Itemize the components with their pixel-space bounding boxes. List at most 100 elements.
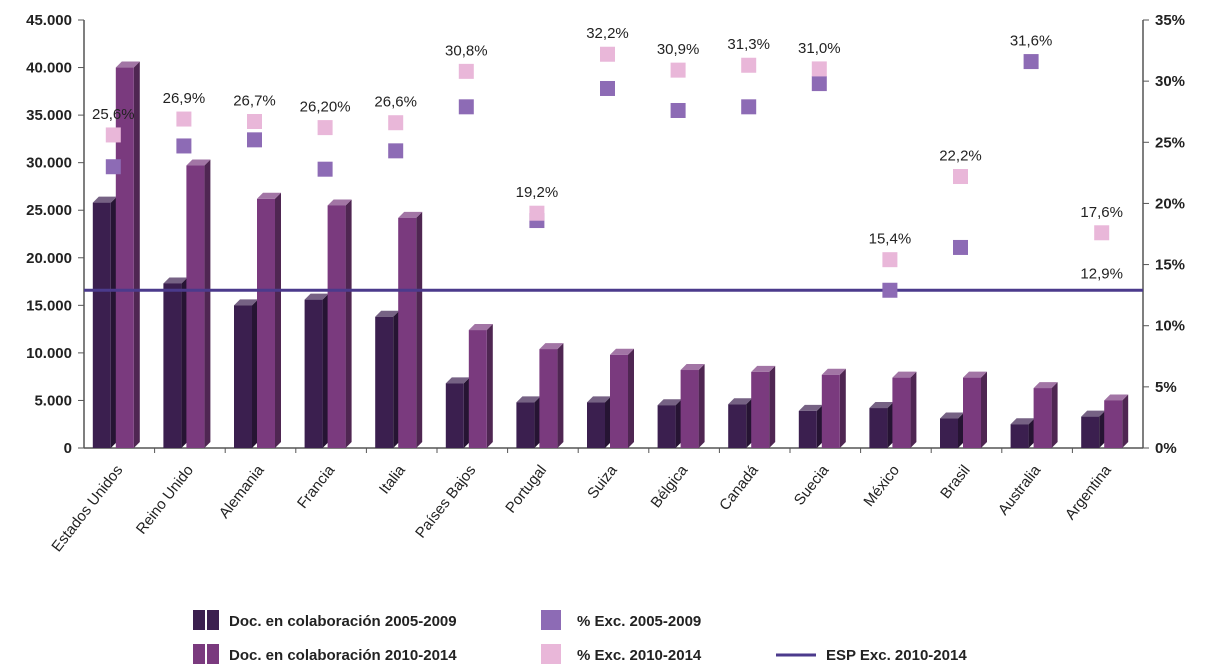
bar-2005-2009 <box>163 283 182 448</box>
bar-2010-2014 <box>680 370 699 448</box>
bar-2005-2009-top <box>728 398 753 405</box>
bar-2010-2014-top <box>398 211 423 218</box>
left-tick-label: 5.000 <box>34 392 72 409</box>
bar-2010-2014-top <box>539 343 564 350</box>
bar-2010-2014 <box>892 377 911 448</box>
bar-2010-2014-side <box>910 371 917 448</box>
bar-2005-2009-side <box>463 377 470 448</box>
legend-doc-en-colaboraci-n-2005-2009-swatch-b <box>207 610 219 630</box>
data-label-exc-2010-2014: 26,20% <box>300 99 351 116</box>
bar-2010-2014-side <box>981 371 987 448</box>
bar-2010-2014-top <box>892 371 917 378</box>
bar-2010-2014-side <box>204 159 211 448</box>
marker-exc-2010-2014 <box>600 46 615 62</box>
bar-2005-2009-side <box>393 310 400 448</box>
legend-exc-2010-2014-swatch <box>541 644 561 664</box>
bar-2005-2009 <box>445 383 464 448</box>
bar-2010-2014 <box>257 198 275 448</box>
marker-exc-2005-2009 <box>600 80 615 96</box>
left-tick-label: 45.000 <box>26 12 72 29</box>
marker-exc-2005-2009 <box>247 132 262 148</box>
right-tick-label: 10% <box>1155 318 1185 335</box>
bar-2005-2009-side <box>816 404 823 448</box>
marker-exc-2005-2009 <box>1023 54 1039 70</box>
bar-2010-2014-top <box>115 61 140 68</box>
data-label-exc-2010-2014: 17,6% <box>1080 204 1123 221</box>
category-label: Brasil <box>937 462 973 502</box>
right-tick-label: 15% <box>1155 257 1185 274</box>
marker-exc-2010-2014 <box>317 120 333 136</box>
bar-2005-2009-top <box>869 402 894 409</box>
data-label-exc-2010-2014: 30,8% <box>445 42 488 59</box>
bar-2005-2009-top <box>445 377 470 384</box>
bar-2005-2009 <box>375 316 394 448</box>
legend-doc-en-colaboraci-n-2010-2014-swatch-a <box>193 644 205 664</box>
bar-2010-2014-side <box>345 199 352 448</box>
bar-2010-2014 <box>398 217 417 448</box>
marker-exc-2010-2014 <box>529 205 545 221</box>
bar-2005-2009-top <box>587 396 611 403</box>
bar-2010-2014 <box>539 349 558 448</box>
marker-exc-2010-2014 <box>458 63 474 79</box>
marker-exc-2010-2014 <box>388 115 404 131</box>
marker-exc-2010-2014 <box>176 111 192 127</box>
bar-2005-2009-top <box>940 412 964 419</box>
bar-2005-2009-side <box>1028 418 1035 448</box>
right-tick-label: 25% <box>1155 134 1185 151</box>
left-tick-label: 30.000 <box>26 155 72 172</box>
bar-2005-2009-top <box>304 293 329 300</box>
category-label: Italia <box>376 461 409 497</box>
category-label: Portugal <box>502 462 550 516</box>
bar-2010-2014 <box>186 165 205 448</box>
marker-exc-2010-2014 <box>882 252 898 268</box>
left-tick-label: 40.000 <box>26 60 72 77</box>
bar-2005-2009-side <box>534 396 541 448</box>
bar-2005-2009 <box>1010 424 1029 448</box>
bar-2005-2009-side <box>746 398 753 448</box>
bar-2010-2014-side <box>133 61 140 449</box>
data-label-exc-2010-2014: 31,3% <box>727 36 770 53</box>
bar-2010-2014-side <box>416 211 423 448</box>
data-label-exc-2010-2014: 32,2% <box>586 25 629 42</box>
legend-doc-en-colaboraci-n-2010-2014-swatch-b <box>207 644 219 664</box>
category-label: Australia <box>995 461 1045 518</box>
bar-2005-2009 <box>1081 416 1100 448</box>
data-label-exc-2010-2014: 31,0% <box>798 40 841 57</box>
bar-2010-2014-side <box>698 364 705 448</box>
right-tick-label: 30% <box>1155 73 1185 90</box>
marker-exc-2010-2014 <box>811 61 827 77</box>
marker-exc-2005-2009 <box>741 99 757 115</box>
marker-exc-2005-2009 <box>670 102 686 118</box>
data-label-exc-2010-2014: 30,9% <box>657 41 700 58</box>
category-label: Suiza <box>584 461 621 502</box>
bar-2010-2014-top <box>610 348 634 355</box>
bar-2005-2009-side <box>181 277 188 448</box>
bar-2010-2014-side <box>839 368 846 448</box>
marker-exc-2010-2014 <box>247 113 262 129</box>
category-label: Suecia <box>791 461 833 508</box>
bar-2010-2014 <box>1104 400 1123 448</box>
bar-2010-2014 <box>115 67 134 449</box>
left-tick-label: 20.000 <box>26 250 72 267</box>
bar-2010-2014-top <box>963 371 987 378</box>
bar-2010-2014-side <box>486 324 493 448</box>
category-label: Reino Unido <box>133 462 197 538</box>
bar-2010-2014 <box>963 377 981 448</box>
data-label-exc-2010-2014: 26,7% <box>233 92 276 109</box>
bar-2010-2014 <box>1033 388 1052 448</box>
marker-exc-2005-2009 <box>811 76 827 92</box>
legend-esp-exc-2010-2014-label: ESP Exc. 2010-2014 <box>826 647 967 664</box>
bar-2010-2014-top <box>751 365 776 372</box>
bar-2005-2009-top <box>798 404 823 411</box>
bar-2010-2014-side <box>557 343 564 448</box>
bar-2005-2009-side <box>110 196 117 448</box>
left-tick-label: 10.000 <box>26 345 72 362</box>
right-tick-label: 20% <box>1155 195 1185 212</box>
left-tick-label: 0 <box>64 440 72 457</box>
bar-2010-2014-top <box>1033 382 1058 389</box>
marker-exc-2010-2014 <box>741 57 757 73</box>
bar-2005-2009 <box>657 405 676 448</box>
data-label-exc-2010-2014: 15,4% <box>869 231 912 248</box>
